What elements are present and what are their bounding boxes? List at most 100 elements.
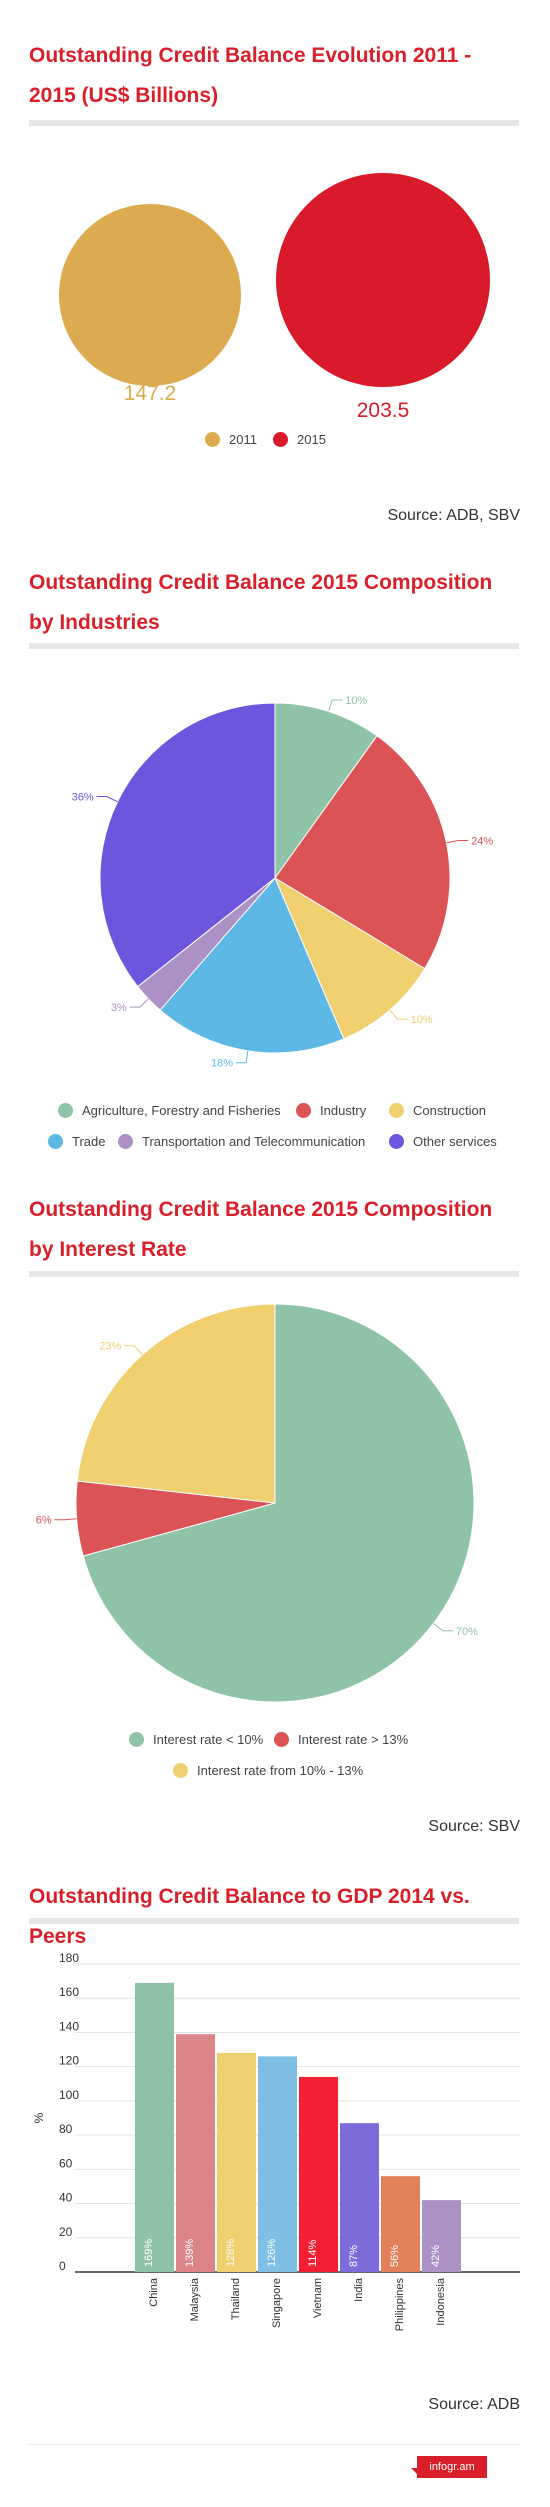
pie-value-label: 6% [36,1515,52,1527]
bar-malaysia [176,2034,215,2272]
section-title-interest-rate: Outstanding Credit Balance 2015 Composit… [29,1198,493,1261]
legend-label: Interest rate from 10% - 13% [197,1763,364,1778]
bar-singapore [258,2056,297,2272]
pie-value-label: 70% [456,1626,478,1638]
bar-value-label: 56% [389,2245,401,2267]
section-title-credit-evolution: Outstanding Credit Balance Evolution 201… [29,44,472,107]
legend-item-trade[interactable]: Trade [48,1134,105,1150]
legend-label: Other services [413,1134,497,1149]
x-tick-label: India [353,2277,365,2302]
bar-china [135,1982,174,2272]
legend-swatch [296,1103,311,1119]
section-title-credit-gdp: Outstanding Credit Balance to GDP 2014 v… [29,1885,470,1948]
x-tick-label: Singapore [271,2278,283,2328]
x-tick-label: Thailand [230,2278,242,2320]
x-tick-label: Indonesia [435,2277,447,2326]
pie-value-label: 36% [72,791,94,803]
pie-label-leader [129,998,149,1008]
legend-item-interest-rate-10[interactable]: Interest rate < 10% [129,1732,263,1748]
legend-swatch [389,1134,404,1150]
pie-label-leader [124,1345,143,1356]
legend-swatch [205,432,220,448]
pie-value-label: 10% [345,695,367,707]
legend-swatch [389,1103,404,1119]
pie-value-label: 10% [411,1014,433,1026]
legend-label: Construction [413,1103,486,1118]
y-tick-label: 80 [59,2122,73,2136]
bar-value-label: 42% [430,2245,442,2267]
bar-value-label: 114% [307,2239,319,2267]
pie-label-leader [236,1050,249,1064]
pie-label-leader [96,795,118,803]
bar-india [340,2123,379,2272]
legend-label: Transportation and Telecommunication [142,1134,366,1149]
pie-label-leader [54,1518,77,1521]
section-divider [29,643,519,649]
legend-label: 2011 [229,432,257,447]
y-tick-label: 160 [59,1985,79,1999]
legend-item-2011[interactable]: 2011 [205,432,257,448]
bubble-2011 [58,203,242,387]
legend-label: Industry [320,1103,367,1118]
legend-item-agriculture-forestry-and-fisheries[interactable]: Agriculture, Forestry and Fisheries [58,1103,281,1119]
brand-logo-tail [411,2468,421,2478]
pie-value-label: 24% [471,835,493,847]
section-divider [29,1918,519,1924]
legend-item-interest-rate-from-10-13[interactable]: Interest rate from 10% - 13% [173,1763,363,1779]
legend-label: Trade [72,1134,106,1149]
y-tick-label: 120 [59,2054,79,2068]
y-axis-label: % [32,2112,46,2123]
legend-label: Interest rate < 10% [153,1732,264,1747]
legend-item-interest-rate-13[interactable]: Interest rate > 13% [274,1732,408,1748]
x-tick-label: Vietnam [312,2278,324,2318]
legend-label: Interest rate > 13% [298,1732,409,1747]
pie-value-label: 18% [211,1058,233,1070]
bar-indonesia [422,2200,461,2272]
legend-swatch [173,1763,188,1779]
legend-swatch [274,1732,289,1748]
source-note: Source: ADB [428,2396,520,2413]
interest-rate-pie-chart: 70% 6% 23% [36,1303,478,1703]
pie-value-label: 23% [99,1341,121,1353]
legend-item-transportation-and-telecommunication[interactable]: Transportation and Telecommunication [118,1134,365,1150]
bubble-chart: 147.2 203.5 [58,173,490,422]
bubble-legend: 2011 2015 [0,432,550,454]
source-note: Source: SBV [428,1818,520,1835]
brand-logo[interactable]: infogr.am [417,2456,487,2478]
bar-vietnam [299,2076,338,2272]
legend-swatch [118,1134,133,1150]
bar-value-label: 87% [348,2245,360,2267]
legend-item-other-services[interactable]: Other services [389,1134,497,1150]
pie-slice-interest-rate-from-10-13 [76,1303,276,1504]
section-divider [29,120,519,126]
footer-divider [29,2444,519,2445]
legend-label: 2015 [297,432,326,447]
legend-item-construction[interactable]: Construction [389,1103,486,1119]
y-tick-label: 180 [59,1951,79,1965]
section-divider [29,1271,519,1277]
credit-gdp-bar-chart: 0 20 40 60 80 100 120 140 160 180% 169% China 139% Ma… [32,1951,520,2331]
bubble-2015 [276,173,490,387]
legend-label: Agriculture, Forestry and Fisheries [82,1103,281,1118]
legend-item-industry[interactable]: Industry [296,1103,366,1119]
bar-value-label: 139% [184,2239,196,2267]
pie-label-leader [389,1009,408,1020]
bubble-value-label: 147.2 [124,382,177,405]
legend-swatch [58,1103,73,1119]
legend-item-2015[interactable]: 2015 [273,432,326,448]
interest-rate-legend: Interest rate < 10% Interest rate > 13% In… [0,1732,550,1782]
legend-swatch [129,1732,144,1748]
section-title-industries: Outstanding Credit Balance 2015 Composit… [29,571,493,634]
pie-label-leader [328,699,343,712]
industries-legend: Agriculture, Forestry and Fisheries Indus… [0,1103,550,1153]
y-tick-label: 100 [59,2088,79,2102]
bubble-value-label: 203.5 [357,399,410,422]
x-tick-label: Malaysia [189,2277,201,2321]
bar-value-label: 126% [266,2239,278,2267]
pie-label-leader [446,839,469,844]
y-tick-label: 0 [59,2259,66,2273]
pie-label-leader [433,1623,453,1632]
industries-pie-chart: 10% 24% 10% 18% 3% 36% [72,695,494,1070]
legend-swatch [273,432,288,448]
bar-value-label: 169% [143,2239,155,2267]
